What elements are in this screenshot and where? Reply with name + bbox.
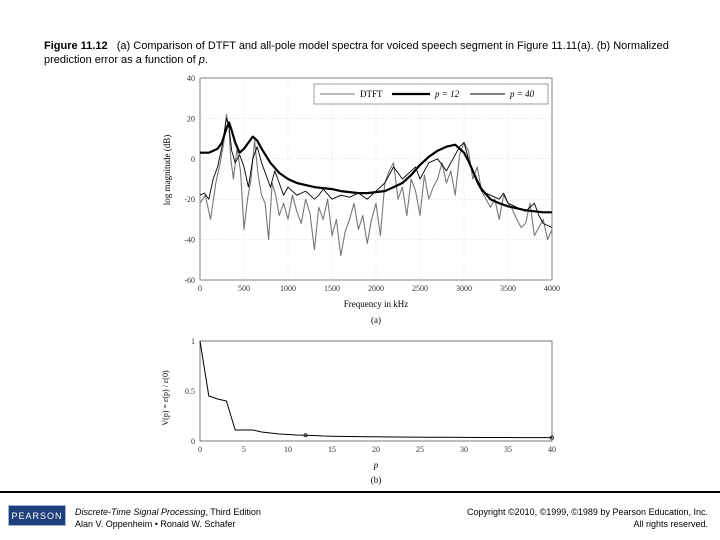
panel-b-frame — [199, 340, 553, 442]
x-tick-label: 20 — [372, 445, 380, 454]
panel-a-xlabel: Frequency in kHz — [344, 299, 408, 309]
panel-a-grid — [199, 77, 553, 281]
panel-a-series — [199, 113, 553, 257]
panel-a-chart: 0 500 1000 1500 2000 2500 3000 3500 4000 40 20 0 -20… — [162, 74, 560, 325]
panel-b-tick-labels: 0 5 10 15 20 25 30 35 40 1 0.5 0 — [185, 337, 556, 454]
y-tick-label: -60 — [184, 276, 195, 285]
book-authors: Alan V. Oppenheim • Ronald W. Schafer — [75, 519, 236, 529]
legend-label-dtft: DTFT — [360, 89, 383, 99]
figure-canvas: 0 500 1000 1500 2000 2500 3000 3500 400040200-20… — [161, 74, 560, 485]
x-tick-label: 15 — [328, 445, 336, 454]
book-edition: , Third Edition — [205, 507, 261, 517]
caption-text: (a) Comparison of DTFT and all-pole mode… — [44, 40, 669, 66]
x-tick-label: 0 — [198, 284, 202, 293]
y-tick-label: 1 — [191, 337, 195, 346]
x-tick-label: 1500 — [324, 284, 340, 293]
x-tick-label: 25 — [416, 445, 424, 454]
panel-b-ylabel: V(p) = ε(p) / ε(0) — [161, 370, 170, 426]
x-tick-label: 500 — [238, 284, 250, 293]
y-tick-label: -40 — [184, 236, 195, 245]
figure-caption: Figure 11.12 (a) Comparison of DTFT and … — [44, 39, 694, 67]
y-tick-label: -20 — [184, 195, 195, 204]
book-credit: Discrete-Time Signal Processing, Third E… — [75, 506, 261, 530]
y-tick-label: 0.5 — [185, 387, 195, 396]
data-marker — [303, 433, 308, 438]
series-line-p-40 — [199, 117, 553, 228]
panel-b-series — [199, 340, 554, 440]
panel-a-tick-labels: 0 500 1000 1500 2000 2500 3000 3500 4000 40 20 0 -20… — [184, 74, 560, 293]
y-tick-label: 0 — [191, 437, 195, 446]
x-tick-label: 30 — [460, 445, 468, 454]
x-tick-label: 0 — [198, 445, 202, 454]
panel-b-xlabel: p — [373, 460, 379, 470]
x-tick-label: 10 — [284, 445, 292, 454]
x-tick-label: 2500 — [412, 284, 428, 293]
series-line-v-p- — [199, 340, 552, 439]
footer-divider — [0, 491, 720, 493]
publisher-logo: PEARSON — [8, 505, 66, 526]
x-tick-label: 2000 — [368, 284, 384, 293]
caption-p-symbol: p — [198, 54, 205, 66]
data-marker — [550, 435, 554, 440]
y-tick-label: 0 — [191, 155, 195, 164]
x-tick-label: 5 — [242, 445, 246, 454]
y-tick-label: 20 — [187, 114, 195, 123]
x-tick-label: 40 — [548, 445, 556, 454]
rights-text: All rights reserved. — [633, 519, 708, 529]
series-line-dtft — [199, 113, 553, 257]
legend-label-p12: p = 12 — [434, 89, 460, 99]
caption-period: . — [204, 54, 208, 66]
legend-box — [313, 83, 549, 105]
x-tick-label: 3500 — [500, 284, 516, 293]
legend: DTFT p = 12 p = 40 — [313, 83, 549, 105]
panel-b-label: (b) — [371, 475, 382, 485]
figure-label: Figure 11.12 — [44, 40, 108, 52]
book-title: Discrete-Time Signal Processing — [75, 507, 206, 517]
legend-label-p40: p = 40 — [509, 89, 535, 99]
y-tick-label: 40 — [187, 74, 195, 83]
x-tick-label: 35 — [504, 445, 512, 454]
x-tick-label: 4000 — [544, 284, 560, 293]
panel-a-label: (a) — [371, 315, 381, 325]
x-tick-label: 1000 — [280, 284, 296, 293]
copyright-text: Copyright ©2010, ©1999, ©1989 by Pearson… — [466, 507, 708, 517]
panel-b-chart: 0 5 10 15 20 25 30 35 40 1 0.5 0 V(p) = ε(p) / ε(0)… — [161, 337, 556, 485]
x-tick-label: 3000 — [456, 284, 472, 293]
copyright-notice: Copyright ©2010, ©1999, ©1989 by Pearson… — [467, 506, 708, 530]
panel-a-ylabel: log magnitude (dB) — [162, 135, 172, 206]
